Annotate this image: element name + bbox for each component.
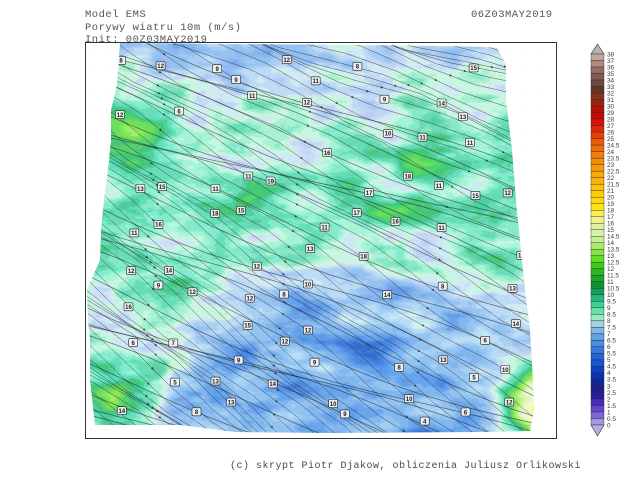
svg-text:0: 0	[607, 422, 611, 429]
